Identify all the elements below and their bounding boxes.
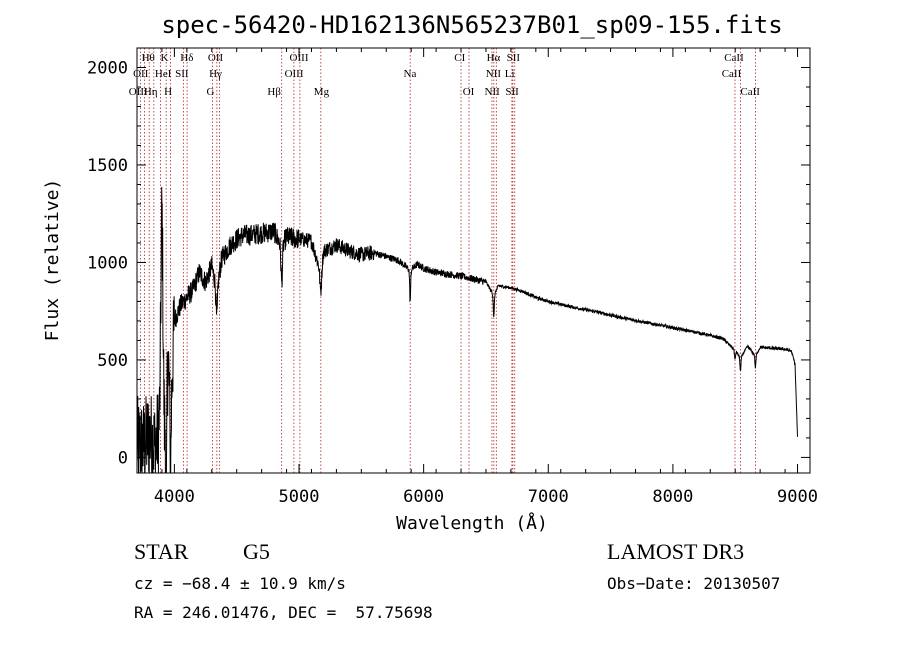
marker-label-14: Na <box>404 68 417 80</box>
marker-label-9: OII <box>133 68 149 80</box>
marker-label-27: CaII <box>740 86 760 98</box>
y-tick-label-4: 2000 <box>87 58 128 78</box>
marker-label-24: OI <box>463 86 475 98</box>
x-axis-label: Wavelength (Å) <box>396 512 548 534</box>
x-tick-label-4: 8000 <box>652 487 693 507</box>
y-axis-ticks: 0 500 1000 1500 2000 <box>87 47 810 468</box>
marker-label-17: CaII <box>722 68 742 80</box>
marker-label-3: OII <box>208 52 224 64</box>
x-tick-label-5: 9000 <box>777 487 818 507</box>
marker-label-15: NII <box>486 68 502 80</box>
survey-name: LAMOST DR3 <box>607 539 745 564</box>
x-axis-ticks: 4000 5000 6000 7000 8000 9000 <box>136 48 818 507</box>
object-class: STAR <box>134 539 189 564</box>
marker-label-22: Hβ <box>267 86 281 98</box>
subclass: G5 <box>243 539 270 564</box>
x-tick-label-2: 6000 <box>403 487 444 507</box>
coordinates: RA = 246.01476, DEC = 57.75698 <box>134 603 433 622</box>
marker-label-4: OIII <box>290 52 309 64</box>
marker-label-7: SII <box>507 52 521 64</box>
marker-label-25: NII <box>485 86 501 98</box>
marker-label-10: HeI <box>155 68 172 80</box>
y-tick-label-1: 500 <box>97 351 128 371</box>
chart-title: spec-56420-HD162136N565237B01_sp09-155.f… <box>161 11 782 39</box>
spectrum-line <box>136 186 798 474</box>
marker-label-21: G <box>207 86 215 98</box>
y-axis-label: Flux (relative) <box>42 179 63 342</box>
marker-label-0: Hθ <box>142 52 155 64</box>
marker-label-13: OIII <box>285 68 304 80</box>
line-markers <box>139 48 756 473</box>
marker-label-26: SII <box>505 86 519 98</box>
marker-label-1: K <box>160 52 168 64</box>
marker-label-20: H <box>164 86 172 98</box>
x-tick-label-1: 5000 <box>279 487 320 507</box>
plot-frame <box>136 47 811 474</box>
marker-label-18: OIII <box>129 86 148 98</box>
marker-label-23: Mg <box>314 86 330 98</box>
marker-label-2: Hδ <box>180 52 193 64</box>
x-tick-label-0: 4000 <box>154 487 195 507</box>
marker-label-5: CI <box>454 52 465 64</box>
marker-label-16: Li <box>505 68 515 80</box>
y-tick-label-3: 1500 <box>87 156 128 176</box>
marker-label-6: Hα <box>487 52 501 64</box>
marker-label-8: CaII <box>724 52 744 64</box>
y-tick-label-2: 1000 <box>87 253 128 273</box>
redshift-text: cz = −68.4 ± 10.9 km/s <box>134 574 346 593</box>
marker-label-11: SII <box>175 68 189 80</box>
marker-label-19: Hη <box>144 86 158 98</box>
marker-label-12: Hγ <box>209 68 222 80</box>
x-tick-label-3: 7000 <box>528 487 569 507</box>
obs-date: Obs−Date: 20130507 <box>607 574 781 593</box>
y-tick-label-0: 0 <box>118 448 128 468</box>
